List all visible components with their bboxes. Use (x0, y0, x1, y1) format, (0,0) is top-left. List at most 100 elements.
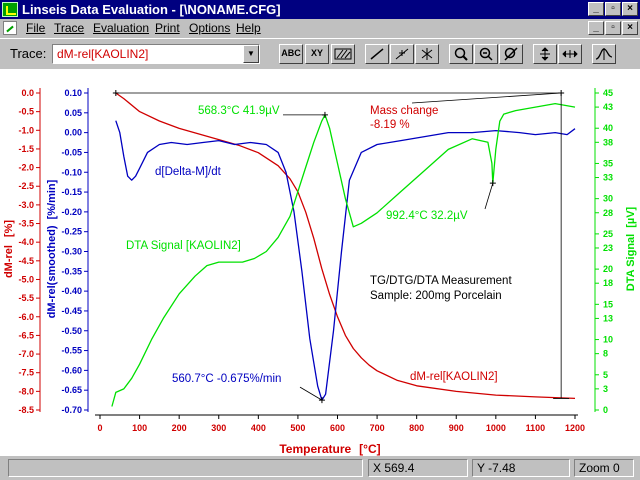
dta-peak-1-label: 568.3°C 41.9µV (198, 105, 280, 117)
dta-tick-label: 25 (603, 229, 613, 239)
hatch-tool-button[interactable] (331, 44, 355, 64)
xy-tool-button[interactable]: XY (305, 44, 329, 64)
dm-tick-label: -3.5 (18, 219, 34, 229)
dtg-tick-label: -0.45 (61, 306, 82, 316)
doc-restore-button[interactable]: ▫ (605, 21, 621, 35)
dta-tick-label: 35 (603, 158, 613, 168)
menu-print[interactable]: Print (155, 21, 180, 35)
status-message (8, 459, 363, 477)
menu-trace[interactable]: Trace (54, 21, 84, 35)
dtg-tick-label: -0.25 (61, 227, 82, 237)
dta-tick-label: 3 (603, 384, 608, 394)
chevron-down-icon[interactable]: ▼ (243, 45, 259, 63)
minimize-button[interactable]: _ (588, 2, 604, 16)
dtg-curve[interactable] (115, 120, 576, 401)
dtg-tick-label: -0.55 (61, 346, 82, 356)
dtg-tick-label: -0.05 (61, 147, 82, 157)
zoom-in-icon[interactable] (449, 44, 473, 64)
dm-tick-label: -1.5 (18, 144, 34, 154)
app-icon[interactable] (2, 2, 18, 17)
dtg-tick-label: 0.05 (64, 108, 82, 118)
dta-curve[interactable] (111, 102, 576, 407)
menu-file[interactable]: File (26, 21, 45, 35)
dm-tick-label: -2.0 (18, 163, 34, 173)
dm-tick-label: -1.0 (18, 125, 34, 135)
dtg-axis-label: dM-rel(smoothed) (46, 225, 58, 318)
x-tick-label: 900 (449, 423, 464, 433)
dm-tick-label: -5.5 (18, 293, 34, 303)
dta-tick-label: 5 (603, 370, 608, 380)
menu-evaluation[interactable]: Evaluation (93, 21, 149, 35)
doc-minimize-button[interactable]: _ (588, 21, 604, 35)
dta-tick-label: 13 (603, 313, 613, 323)
dtg-tick-label: 0.10 (64, 88, 82, 98)
dm-tick-label: 0.0 (21, 88, 34, 98)
dta-axis-title: DTA Signal [µV] (625, 206, 637, 291)
dm-tick-label: -8.0 (18, 386, 34, 396)
mass-change-leader (411, 92, 562, 104)
dtg-tick-label: -0.65 (61, 385, 82, 395)
dm-tick-label: -3.0 (18, 200, 34, 210)
x-axis-unit: [°C] (359, 442, 380, 456)
dtg-axis-unit: [%/min] (46, 179, 58, 219)
menu-trace-label: Trace (54, 21, 85, 35)
point-tool-button[interactable] (390, 44, 414, 64)
measurement-title: TG/DTG/DTA Measurement (370, 275, 512, 287)
x-tick-label: 400 (251, 423, 266, 433)
dtg-tick-label: -0.30 (61, 247, 82, 257)
dm-tick-label: -5.0 (18, 274, 34, 284)
dtg-peak-label: 560.7°C -0.675%/min (172, 373, 281, 385)
text-tool-button[interactable]: ABC (279, 44, 303, 64)
menu-file-label: File (26, 21, 46, 35)
dtg-peak-marker (318, 397, 325, 404)
dtg-series-label: d[Delta-M]/dt (155, 166, 222, 178)
dta-axis-label: DTA Signal (625, 234, 637, 291)
peak-tool-button[interactable] (415, 44, 439, 64)
x-axis-label: Temperature (279, 442, 351, 456)
dtg-tick-label: -0.50 (61, 326, 82, 336)
scale-x-icon[interactable] (558, 44, 582, 64)
line-tool-button[interactable] (365, 44, 389, 64)
window-title: Linseis Data Evaluation - [\NONAME.CFG] (22, 2, 281, 17)
scale-y-icon[interactable] (533, 44, 557, 64)
x-tick-label: 0 (97, 423, 102, 433)
menu-help[interactable]: Help (236, 21, 261, 35)
menu-help-label: Help (236, 21, 261, 35)
menu-options[interactable]: Options (189, 21, 230, 35)
dtg-axis-title: dM-rel(smoothed) [%/min] (46, 179, 58, 318)
zoom-out-icon[interactable] (474, 44, 498, 64)
dta-tick-label: 40 (603, 123, 613, 133)
tg-dtg-dta-chart[interactable]: 0 100 200 300 400 500 600 700 800 900 1000 1100 1200… (0, 69, 640, 456)
x-tick-label: 800 (409, 423, 424, 433)
dta-tick-label: 0 (603, 405, 608, 415)
dta-tick-label: 45 (603, 88, 613, 98)
trace-select[interactable]: dM-rel[KAOLIN2] ▼ (52, 44, 260, 64)
close-button[interactable]: × (622, 2, 638, 16)
dta-peak-2-label: 992.4°C 32.2µV (386, 210, 468, 222)
doc-close-button[interactable]: × (622, 21, 638, 35)
zoom-reset-icon[interactable] (499, 44, 523, 64)
dta-tick-label: 38 (603, 137, 613, 147)
dm-curve[interactable] (115, 92, 576, 400)
dtg-tick-label: -0.35 (61, 266, 82, 276)
mass-start-marker (112, 90, 119, 96)
dtg-tick-label: -0.20 (61, 207, 82, 217)
dm-tick-label: -2.5 (18, 181, 34, 191)
plot-area[interactable]: 0 100 200 300 400 500 600 700 800 900 1000 1100 1200… (0, 69, 640, 456)
dtg-tick-label: 0.00 (64, 128, 82, 138)
menu-print-label: Print (155, 21, 180, 35)
dm-tick-label: -6.0 (18, 312, 34, 322)
menu-evaluation-label: Evaluation (93, 21, 150, 35)
curve-tool-icon[interactable] (592, 44, 616, 64)
status-y: Y -7.48 (472, 459, 570, 477)
dta-tick-label: 15 (603, 299, 613, 309)
x-tick-label: 600 (330, 423, 345, 433)
x-tick-label: 300 (211, 423, 226, 433)
mass-change-label: Mass change (370, 105, 438, 117)
status-zoom: Zoom 0 (574, 459, 634, 477)
maximize-button[interactable]: ▫ (605, 2, 621, 16)
dta-tick-label: 43 (603, 102, 613, 112)
x-tick-label: 700 (370, 423, 385, 433)
dm-tick-label: -8.5 (18, 405, 34, 415)
document-icon[interactable] (3, 21, 17, 35)
